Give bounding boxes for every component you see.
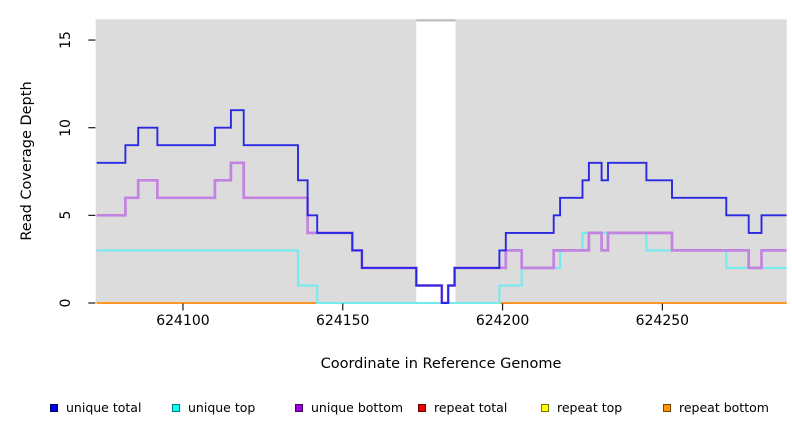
series-line-unique-total xyxy=(96,109,787,304)
y-tick-label: 0 xyxy=(58,298,74,308)
legend-swatch-icon xyxy=(418,404,426,412)
legend-swatch-icon xyxy=(172,404,180,412)
masked-band-top-cap xyxy=(416,19,456,22)
legend-swatch-icon xyxy=(541,404,549,412)
x-tick-label: 624200 xyxy=(475,313,530,329)
legend-item-unique-total: unique total xyxy=(50,400,141,416)
x-tick-label: 624150 xyxy=(316,313,370,329)
legend-label: repeat bottom xyxy=(679,400,769,415)
legend-label: unique bottom xyxy=(311,400,404,415)
legend-item-unique-top: unique top xyxy=(172,400,255,416)
legend-swatch-icon xyxy=(50,404,58,412)
y-tick-label: 15 xyxy=(58,31,74,49)
legend-item-repeat-bottom: repeat bottom xyxy=(663,400,769,416)
legend-item-repeat-top: repeat top xyxy=(541,400,622,416)
legend-label: unique top xyxy=(188,400,256,415)
x-axis-title: Coordinate in Reference Genome xyxy=(320,356,562,372)
legend-label: repeat total xyxy=(434,400,508,415)
legend-swatch-icon xyxy=(663,404,671,412)
x-tick-label: 624100 xyxy=(156,313,210,329)
legend-label: repeat top xyxy=(557,400,623,415)
masked-region-band xyxy=(416,21,456,304)
legend-item-unique-bottom: unique bottom xyxy=(295,400,403,416)
legend-label: unique total xyxy=(66,400,142,415)
x-tick-label: 624250 xyxy=(635,313,690,329)
legend-item-repeat-total: repeat total xyxy=(418,400,507,416)
y-axis-title: Read Coverage Depth xyxy=(19,81,35,241)
y-tick-label: 10 xyxy=(58,118,74,137)
legend-swatch-icon xyxy=(295,404,303,412)
y-tick-label: 5 xyxy=(58,210,74,220)
